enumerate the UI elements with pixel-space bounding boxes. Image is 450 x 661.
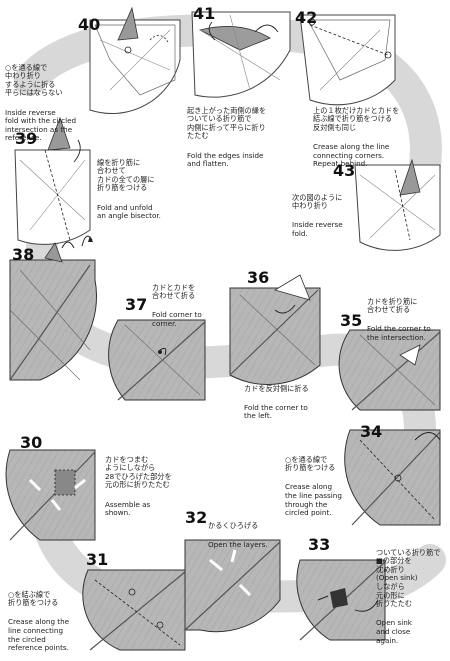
step-42-jp: 上の１枚だけカドとカドを 結ぶ線で折り筋をつける 反対側も同じ [313, 105, 400, 132]
step-33-number: 33 [308, 535, 331, 554]
step-35-diagram [338, 329, 441, 411]
step-34-text: ○を通る線で 折り筋をつける Crease along the line pas… [285, 447, 355, 526]
step-36-number: 36 [247, 268, 270, 287]
step-43-number: 43 [333, 161, 356, 180]
step-42-number: 42 [295, 8, 318, 27]
step-33-jp: ついている折り筋で ■の部分を 沈め折り (Open sink) しながら 元の… [376, 547, 441, 609]
step-40-en: Inside reverse fold with the circled int… [5, 107, 77, 143]
step-31-number: 31 [86, 550, 109, 569]
step-37-jp: カドとカドを 合わせて折る [152, 282, 196, 301]
step-39-jp: 線を折り筋に 合わせて カドの全ての層に 折り筋をつける [97, 157, 155, 193]
step-35-text: カドを折り筋に 合わせて折る Fold the corner to the in… [367, 289, 447, 351]
step-32-en: Open the layers. [208, 539, 268, 549]
step-32-text: かるくひろげる Open the layers. [208, 513, 283, 558]
step-39-en: Fold and unfold an angle bisector. [97, 202, 161, 221]
step-40-diagram [89, 6, 181, 115]
step-42-text: 上の１枚だけカドとカドを 結ぶ線で折り筋をつける 反対側も同じ Crease a… [313, 98, 425, 177]
step-37-number: 37 [125, 295, 148, 314]
step-42-diagram [299, 14, 396, 106]
step-40-text: ○を通る線で 中わり折り するように折る 平らにはならない Inside rev… [5, 55, 95, 152]
step-38-diagram [9, 242, 98, 381]
step-42-en: Crease along the line connecting corners… [313, 141, 390, 169]
step-37-text: カドとカドを 合わせて折る Fold corner to corner. [152, 275, 232, 337]
step-43-en: Inside reverse fold. [292, 220, 343, 238]
step-34-diagram [344, 429, 441, 526]
step-30-jp: カドをつまむ ようにしながら 28でひろげた部分を 元の形に折りたたむ [105, 454, 172, 490]
step-36-en: Fold the corner to the left. [244, 402, 308, 421]
step-41-diagram [191, 11, 291, 98]
step-30-en: Assemble as shown. [105, 499, 151, 518]
step-30-diagram [5, 449, 96, 541]
step-35-number: 35 [340, 311, 363, 330]
step-31-en: Crease along the line connecting the cir… [8, 617, 70, 653]
step-43-text: 次の図のように 中わり折り Inside reverse fold. [292, 185, 360, 247]
step-35-en: Fold the corner to the intersection. [367, 324, 431, 342]
step-40-number: 40 [78, 15, 101, 34]
rotate-symbol-icon [61, 235, 93, 249]
step-36-jp: カドを反対側に折る [244, 383, 309, 393]
step-34-jp: ○を通る線で 折り筋をつける [285, 454, 336, 473]
step-32-diagram [184, 539, 281, 633]
step-41-text: 起き上がった両側の縁を ついている折り筋で 内側に折って平らに折り たたむ Fo… [187, 98, 292, 177]
step-32-number: 32 [185, 508, 208, 527]
step-33-diagram [296, 559, 386, 641]
step-41-en: Fold the edges inside and flatten. [187, 150, 264, 169]
step-39-text: 線を折り筋に 合わせて カドの全ての層に 折り筋をつける Fold and un… [97, 150, 187, 229]
step-34-number: 34 [360, 422, 383, 441]
step-40-jp: ○を通る線で 中わり折り するように折る 平らにはならない [5, 62, 63, 98]
step-41-jp: 起き上がった両側の縁を ついている折り筋で 内側に折って平らに折り たたむ [187, 105, 267, 141]
step-35-jp: カドを折り筋に 合わせて折る [367, 296, 418, 315]
step-30-number: 30 [20, 433, 43, 452]
step-36-text: カドを反対側に折る Fold the corner to the left. [244, 376, 339, 430]
step-31-diagram [82, 569, 186, 651]
step-33-en: Open sink and close again. [376, 618, 412, 645]
step-37-diagram [108, 319, 206, 401]
step-34-en: Crease along the line passing through th… [285, 482, 342, 518]
step-38-number: 38 [12, 245, 35, 264]
step-43-diagram [354, 158, 441, 251]
step-32-jp: かるくひろげる [208, 520, 259, 530]
step-43-jp: 次の図のように 中わり折り [292, 192, 343, 211]
step-36-diagram [229, 274, 321, 385]
step-41-number: 41 [193, 4, 216, 23]
step-31-jp: ○を結ぶ線で 折り筋をつける [8, 589, 59, 608]
step-31-text: ○を結ぶ線で 折り筋をつける Crease along the line con… [8, 582, 86, 661]
step-39-diagram [14, 116, 91, 245]
step-39-number: 39 [15, 129, 38, 148]
step-33-text: ついている折り筋で ■の部分を 沈め折り (Open sink) しながら 元の… [376, 540, 448, 654]
step-30-text: カドをつまむ ようにしながら 28でひろげた部分を 元の形に折りたたむ Asse… [105, 447, 200, 526]
step-37-en: Fold corner to corner. [152, 310, 202, 328]
